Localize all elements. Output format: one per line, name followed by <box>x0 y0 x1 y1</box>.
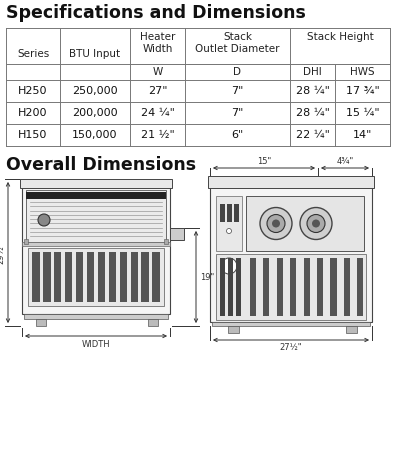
Bar <box>357 258 363 316</box>
Bar <box>170 228 184 240</box>
Text: Stack Height: Stack Height <box>307 32 373 42</box>
Bar <box>43 252 50 302</box>
Bar <box>227 204 232 222</box>
Bar <box>164 239 168 244</box>
Bar <box>148 319 158 326</box>
Bar <box>152 252 160 302</box>
Bar <box>76 252 83 302</box>
Text: 27½": 27½" <box>280 343 302 352</box>
Text: HWS: HWS <box>350 67 375 77</box>
Bar <box>22 242 170 246</box>
Bar <box>264 258 270 316</box>
Text: Series: Series <box>17 49 49 59</box>
Circle shape <box>221 258 237 274</box>
Bar <box>212 322 370 326</box>
Circle shape <box>267 214 285 232</box>
Text: 27": 27" <box>148 86 167 96</box>
Bar <box>236 258 241 316</box>
Text: 24 ¼": 24 ¼" <box>140 108 174 118</box>
Circle shape <box>272 219 280 227</box>
Text: 19": 19" <box>200 273 214 282</box>
Circle shape <box>38 214 50 226</box>
Bar <box>24 239 28 244</box>
Text: 21 ½": 21 ½" <box>141 130 174 140</box>
Bar <box>54 252 62 302</box>
Bar <box>208 176 374 188</box>
Text: DHI: DHI <box>303 67 322 77</box>
Text: 15": 15" <box>257 157 271 166</box>
Bar <box>304 258 310 316</box>
Bar <box>246 196 364 251</box>
Bar <box>344 258 350 316</box>
Circle shape <box>300 207 332 239</box>
Bar <box>228 326 239 333</box>
Text: 4¾": 4¾" <box>336 157 354 166</box>
Text: 15 ¼": 15 ¼" <box>346 108 379 118</box>
Text: 250,000: 250,000 <box>72 86 118 96</box>
Text: 17 ¾": 17 ¾" <box>346 86 379 96</box>
Circle shape <box>226 229 232 233</box>
Text: 7": 7" <box>231 108 244 118</box>
Bar <box>330 258 336 316</box>
Bar <box>290 258 296 316</box>
Bar <box>28 248 164 306</box>
Text: H200: H200 <box>18 108 48 118</box>
Bar <box>109 252 116 302</box>
Bar <box>22 186 170 314</box>
Bar <box>346 326 357 333</box>
Text: BTU Input: BTU Input <box>70 49 120 59</box>
Bar <box>130 252 138 302</box>
Text: W: W <box>152 67 163 77</box>
Text: 150,000: 150,000 <box>72 130 118 140</box>
Bar <box>277 258 283 316</box>
Text: D: D <box>234 67 242 77</box>
Bar <box>210 184 372 322</box>
Bar <box>250 258 256 316</box>
Text: Overall Dimensions: Overall Dimensions <box>6 156 196 174</box>
Bar <box>36 319 46 326</box>
Text: WIDTH: WIDTH <box>82 340 110 349</box>
Bar <box>216 254 366 320</box>
Text: 200,000: 200,000 <box>72 108 118 118</box>
Circle shape <box>260 207 292 239</box>
Bar <box>234 204 239 222</box>
Bar <box>65 252 72 302</box>
Text: 22 ¼": 22 ¼" <box>296 130 330 140</box>
Text: 28 ¼": 28 ¼" <box>296 86 330 96</box>
Text: Stack
Outlet Diameter: Stack Outlet Diameter <box>195 32 280 54</box>
Text: 6": 6" <box>231 130 244 140</box>
Text: Heater
Width: Heater Width <box>140 32 175 54</box>
Text: 7": 7" <box>231 86 244 96</box>
Text: Specifications and Dimensions: Specifications and Dimensions <box>6 4 306 22</box>
Bar <box>98 252 105 302</box>
Bar <box>142 252 149 302</box>
Bar <box>220 258 225 316</box>
Text: 28 ¼": 28 ¼" <box>296 108 330 118</box>
Bar <box>26 192 166 199</box>
Text: H250: H250 <box>18 86 48 96</box>
Bar <box>228 258 233 316</box>
Bar <box>32 252 40 302</box>
Bar <box>317 258 323 316</box>
Bar <box>120 252 127 302</box>
Bar <box>26 190 166 242</box>
Bar <box>220 204 225 222</box>
Text: 29½": 29½" <box>0 241 5 264</box>
Bar <box>24 314 168 319</box>
Circle shape <box>307 214 325 232</box>
Bar <box>20 179 172 188</box>
Circle shape <box>312 219 320 227</box>
Bar <box>216 196 242 251</box>
Text: H150: H150 <box>18 130 48 140</box>
Text: 14": 14" <box>353 130 372 140</box>
Bar <box>87 252 94 302</box>
